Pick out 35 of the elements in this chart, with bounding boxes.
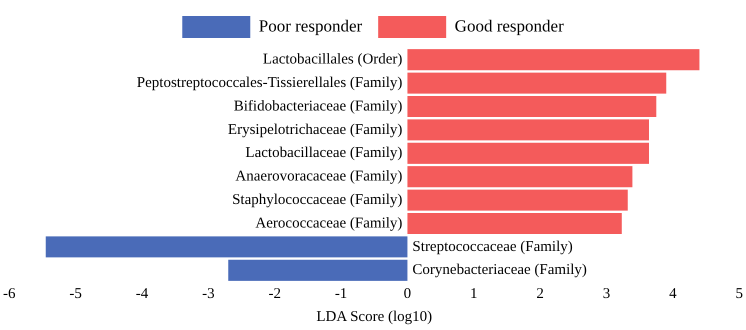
y-tick-label: Anaerovoracaceae (Family) — [235, 168, 402, 185]
x-tick-label: 2 — [536, 286, 544, 302]
x-tick-label: -6 — [3, 286, 16, 302]
y-tick-label: Peptostreptococcales-Tissierellales (Family) — [136, 75, 402, 92]
y-tick-label: Lactobacillales (Order) — [262, 52, 402, 68]
x-tick-label: 3 — [602, 286, 610, 302]
y-tick-label: Streptococcaceae (Family) — [412, 238, 573, 255]
bar — [228, 260, 408, 281]
x-tick-label: 1 — [470, 286, 478, 302]
bar — [407, 212, 622, 234]
bar — [407, 190, 628, 211]
bar — [407, 49, 700, 70]
x-tick-label: -4 — [136, 286, 149, 302]
legend-label: Poor responder — [258, 16, 363, 36]
y-tick-label: Erysipelotrichaceae (Family) — [228, 122, 402, 138]
x-tick-label: -2 — [268, 286, 281, 302]
y-tick-label: Bifidobacteriaceae (Family) — [234, 98, 402, 114]
bar — [407, 142, 649, 164]
y-tick-label: Staphylococcaceae (Family) — [232, 192, 402, 208]
x-axis-title: LDA Score (log10) — [316, 308, 432, 325]
bar — [46, 236, 408, 258]
bar — [407, 166, 632, 188]
x-tick-label: -1 — [334, 286, 348, 302]
bar — [407, 96, 656, 118]
bar — [407, 72, 666, 94]
legend-label: Good responder — [454, 16, 564, 36]
y-tick-label: Lactobacillaceae (Family) — [245, 145, 402, 162]
x-tick-label: 5 — [736, 286, 743, 302]
x-tick-label: -5 — [69, 286, 82, 302]
x-tick-label: -3 — [202, 286, 215, 302]
y-tick-label: Aerococcaceae (Family) — [255, 215, 402, 232]
x-tick-label: 4 — [669, 286, 678, 302]
x-tick-label: 0 — [404, 286, 412, 302]
bar — [407, 119, 649, 140]
y-tick-label: Corynebacteriaceae (Family) — [412, 262, 587, 278]
